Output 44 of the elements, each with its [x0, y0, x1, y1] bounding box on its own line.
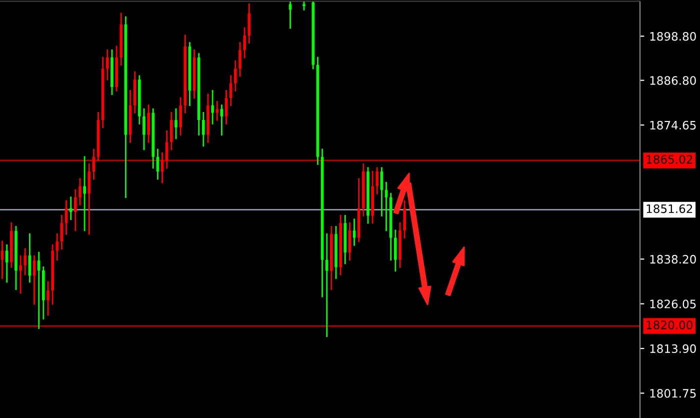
- candlestick: [19, 255, 22, 294]
- candlestick: [5, 244, 8, 283]
- y-tick-label: 1801.75: [650, 388, 696, 398]
- candlestick: [238, 42, 242, 77]
- candlestick: [179, 97, 182, 136]
- candlestick: [88, 164, 91, 235]
- candlestick: [243, 27, 246, 58]
- candlestick: [46, 281, 50, 316]
- ref-line-label: 1865.02: [646, 155, 692, 164]
- candlestick: [142, 108, 146, 150]
- candlestick: [147, 104, 150, 143]
- candlestick: [78, 178, 82, 206]
- ref-line-label: 1820.00: [646, 320, 692, 330]
- candlestick: [248, 4, 251, 44]
- y-tick-label: 1874.65: [650, 120, 696, 130]
- candlestick: [234, 60, 237, 92]
- candlestick: [0, 240, 4, 279]
- candlestick: [37, 252, 40, 329]
- y-tick-label: 1898.80: [650, 32, 696, 41]
- ref-line-label: 1851.62: [646, 204, 692, 214]
- y-tick-label: 1813.90: [650, 344, 696, 354]
- candlestick: [325, 233, 328, 338]
- y-tick-label: 1838.20: [650, 254, 696, 264]
- candlestick: [106, 49, 109, 80]
- candlestick: [220, 104, 224, 136]
- candlestick: [56, 233, 59, 261]
- candlestick: [352, 218, 356, 246]
- candlestick: [165, 130, 168, 169]
- candlestick: [69, 196, 72, 220]
- candlestick: [211, 90, 214, 124]
- candlestick: [376, 167, 379, 194]
- candlestick: [83, 156, 86, 232]
- y-tick-label: 1886.80: [650, 76, 696, 85]
- candlestick: [170, 112, 173, 150]
- candlestick: [24, 248, 27, 276]
- candlestick: [174, 108, 178, 140]
- candlestick: [394, 230, 397, 272]
- candlestick: [403, 200, 406, 238]
- candlestick: [229, 75, 232, 106]
- candlestick: [202, 112, 205, 147]
- candlestick: [74, 189, 77, 232]
- candlestick: [216, 100, 219, 121]
- y-tick-label: 1826.05: [650, 300, 696, 308]
- candlestick: [384, 182, 388, 232]
